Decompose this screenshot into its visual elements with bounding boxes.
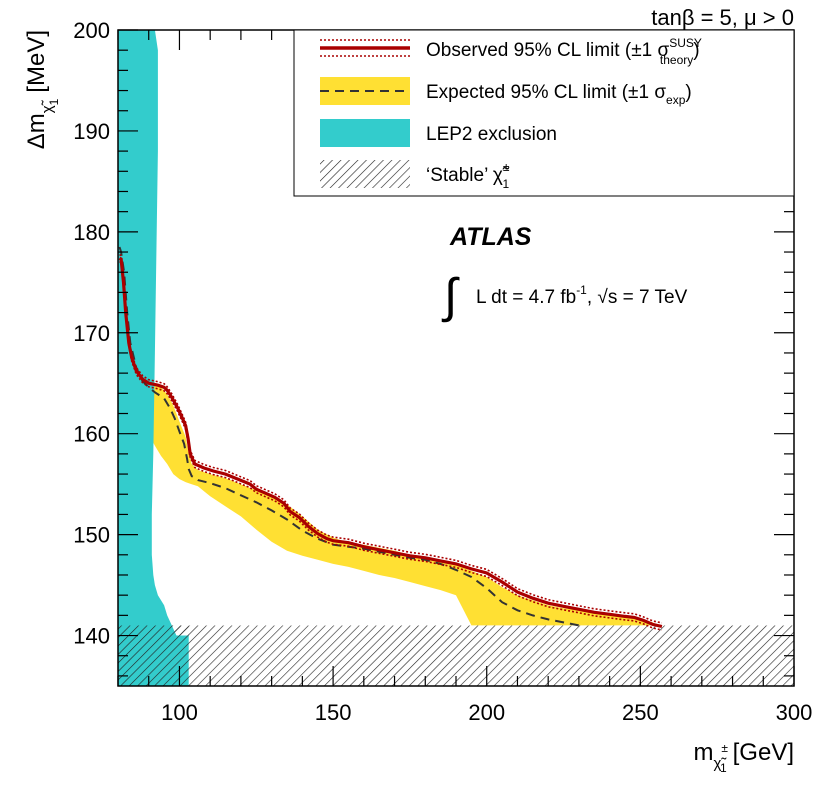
legend-observed-label: Observed 95% CL limit (±1 σSUSY theory) — [426, 36, 702, 67]
legend-expected-sub: exp — [666, 93, 686, 107]
y-axis-title: Δmχ̃1[MeV] — [23, 30, 61, 149]
y-tick-label: 160 — [73, 422, 110, 447]
legend-expected-label: Expected 95% CL limit (±1 σexp) — [426, 82, 692, 107]
legend-observed-text: Observed 95% CL limit (±1 σ — [426, 40, 669, 61]
legend-stable-text: ‘Stable’ χ̃ — [426, 165, 510, 186]
stable-region — [118, 625, 794, 686]
y-axis-sub1: 1 — [47, 98, 61, 105]
y-tick-label: 150 — [73, 523, 110, 548]
x-axis-sup: ± — [721, 741, 728, 755]
legend-observed-paren: ) — [693, 40, 699, 61]
observed-theory-up-line — [119, 253, 663, 624]
x-tick-label: 200 — [468, 700, 505, 725]
legend: Observed 95% CL limit (±1 σSUSY theory) E… — [293, 29, 795, 197]
y-axis-dm: Δm — [23, 113, 50, 149]
y-tick-label: 200 — [73, 18, 110, 43]
y-tick-label: 180 — [73, 220, 110, 245]
legend-expected-text: Expected 95% CL limit (±1 σ — [426, 82, 666, 103]
observed-limit-line — [118, 256, 663, 629]
chart-title: tanβ = 5, μ > 0 — [651, 5, 794, 30]
y-tick-label: 170 — [73, 321, 110, 346]
axes: 100 150 200 250 300 140 150 160 170 180 190 200 — [73, 18, 812, 725]
x-axis-sub1: 1 — [720, 761, 727, 775]
x-tick-label: 300 — [776, 700, 813, 725]
legend-observed-sub: theory — [660, 53, 693, 67]
x-tick-label: 250 — [622, 700, 659, 725]
lep2-stable-overlap — [118, 625, 189, 686]
legend-lep-label: LEP2 exclusion — [426, 124, 557, 145]
x-axis-m: m — [693, 739, 713, 766]
legend-stable-swatch — [320, 160, 410, 188]
y-axis-title-group: Δmχ̃1[MeV] — [23, 30, 61, 149]
legend-observed: Observed 95% CL limit (±1 σSUSY theory) — [320, 36, 702, 67]
luminosity-value: L dt = 4.7 fb — [476, 287, 576, 308]
legend-lep-swatch — [320, 119, 410, 147]
luminosity-text: L dt = 4.7 fb-1, √s = 7 TeV — [476, 283, 688, 308]
x-axis-title: mχ̃± 1[GeV] — [693, 739, 794, 775]
legend-observed-sup: SUSY — [669, 36, 702, 50]
x-axis-unit: [GeV] — [733, 739, 794, 766]
legend-expected: Expected 95% CL limit (±1 σexp) — [320, 77, 692, 107]
luminosity-label: ∫ L dt = 4.7 fb-1, √s = 7 TeV — [441, 270, 688, 323]
y-axis-unit: [MeV] — [23, 30, 50, 93]
luminosity-exp: -1 — [576, 283, 587, 297]
legend-lep: LEP2 exclusion — [320, 119, 557, 147]
legend-stable: ‘Stable’ χ̃± 1 — [320, 160, 510, 191]
integral-icon: ∫ — [441, 270, 460, 323]
experiment-label: ATLAS — [449, 223, 532, 251]
y-tick-label: 190 — [73, 119, 110, 144]
x-tick-label: 150 — [315, 700, 352, 725]
legend-expected-paren: ) — [685, 82, 691, 103]
expected-band — [119, 267, 659, 626]
legend-stable-sup: ± — [503, 160, 510, 174]
legend-stable-label: ‘Stable’ χ̃± 1 — [426, 160, 510, 191]
legend-stable-sub: 1 — [502, 177, 509, 191]
expected-limit-line — [118, 246, 580, 627]
observed-theory-down-line — [119, 260, 663, 631]
energy-label: , √s = 7 TeV — [587, 287, 688, 308]
y-tick-label: 140 — [73, 624, 110, 649]
lep2-exclusion — [118, 30, 189, 686]
x-tick-label: 100 — [161, 700, 198, 725]
